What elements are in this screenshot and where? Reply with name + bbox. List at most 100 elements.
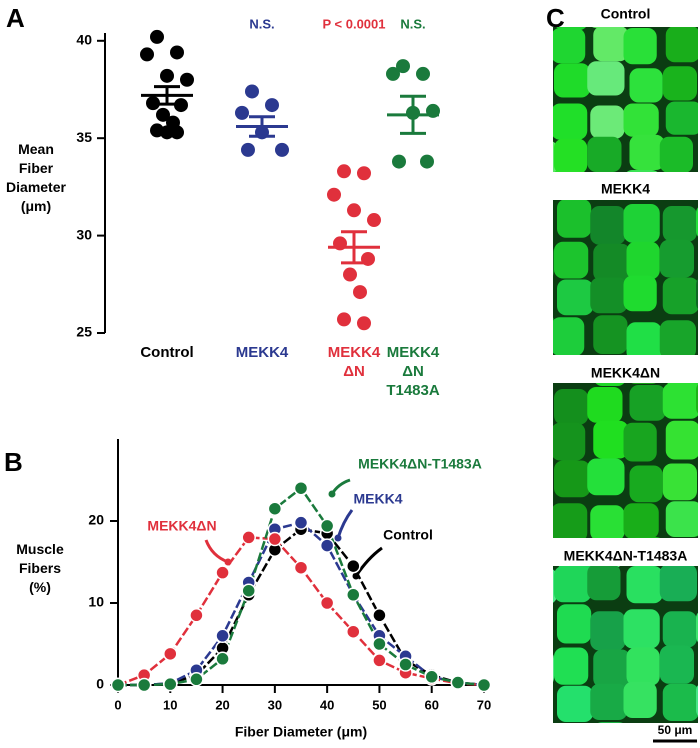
data-point <box>170 45 184 60</box>
series-line <box>118 521 485 687</box>
fiber <box>521 543 558 581</box>
fiber <box>696 278 698 309</box>
fiber <box>518 344 554 381</box>
y-tick-label: 30 <box>76 226 92 242</box>
fiber <box>587 387 623 423</box>
data-point <box>215 565 230 580</box>
data-point <box>215 628 230 644</box>
data-point <box>386 66 400 81</box>
fiber <box>553 317 556 351</box>
label-arrow <box>336 509 354 539</box>
x-tick-label: 50 <box>372 697 386 712</box>
category-label: MEKK4 ΔN T1483A <box>386 344 440 399</box>
data-point <box>347 203 361 218</box>
fiber <box>593 243 631 282</box>
fiber <box>557 200 592 238</box>
panel-label: B <box>4 447 23 477</box>
data-point <box>424 669 439 685</box>
fiber <box>623 609 660 649</box>
fiber <box>696 384 698 414</box>
data-point <box>293 560 309 575</box>
fiber <box>518 530 552 567</box>
fiber <box>623 422 657 462</box>
fiber <box>696 612 698 643</box>
fiber <box>518 30 551 65</box>
fiber <box>515 606 548 645</box>
fiber <box>518 505 553 544</box>
scale-bar-label: 50 μm <box>658 723 693 737</box>
data-point <box>275 142 289 157</box>
fiber <box>553 141 558 172</box>
fiber <box>518 106 553 142</box>
fiber <box>590 611 626 651</box>
category-label: Control <box>140 344 194 361</box>
fiber <box>590 505 625 538</box>
fiber <box>515 459 548 495</box>
data-point <box>372 608 387 623</box>
fiber <box>554 647 589 685</box>
y-axis-label: Muscle Fibers (%) <box>16 541 64 595</box>
category-label: MEKK4 ΔN <box>327 344 381 380</box>
data-point <box>396 59 410 74</box>
panel-label: C <box>546 3 565 33</box>
fiber <box>515 353 552 390</box>
data-point <box>110 677 126 693</box>
fiber <box>659 136 693 172</box>
series-label: Control <box>383 527 433 543</box>
fiber <box>554 170 581 172</box>
fiber <box>515 201 548 240</box>
fiber <box>623 28 657 65</box>
data-point <box>357 316 371 331</box>
fiber <box>593 420 629 459</box>
data-point <box>265 98 279 113</box>
fiber <box>662 277 698 315</box>
data-point <box>357 166 371 181</box>
fiber <box>557 685 594 722</box>
data-point <box>398 657 413 672</box>
fiber <box>553 28 586 64</box>
data-point <box>420 154 434 169</box>
data-point <box>319 538 335 553</box>
fiber <box>623 204 660 243</box>
panel-label: A <box>6 3 25 33</box>
data-point <box>189 672 204 687</box>
significance-label: N.S. <box>249 16 274 31</box>
fiber <box>663 0 700 24</box>
image-label: MEKK4 <box>601 181 650 197</box>
fiber <box>554 566 592 603</box>
fiber <box>518 425 551 463</box>
fiber <box>557 604 592 644</box>
data-point <box>215 651 230 667</box>
fiber <box>627 729 662 748</box>
y-tick-label: 40 <box>76 31 92 47</box>
data-point <box>136 677 152 693</box>
data-point <box>293 480 309 496</box>
fiber <box>696 0 700 22</box>
x-axis-label: Fiber Diameter (μm) <box>235 724 367 740</box>
fiber <box>662 611 697 648</box>
significance-label: P < 0.0001 <box>322 16 385 31</box>
data-point <box>241 530 256 545</box>
fiber <box>665 420 698 460</box>
data-point <box>156 107 170 122</box>
data-point <box>163 676 178 692</box>
category-label: MEKK4 <box>235 344 289 361</box>
fiber <box>551 724 584 748</box>
fiber <box>518 172 555 205</box>
x-tick-label: 0 <box>114 697 121 712</box>
fiber <box>593 649 631 688</box>
data-point <box>346 558 361 574</box>
x-tick-label: 60 <box>424 697 438 712</box>
y-axis-label: Mean Fiber Diameter (μm) <box>6 141 66 214</box>
image-label: MEKK4ΔN <box>591 365 660 381</box>
series-label: MEKK4ΔN-T1483A <box>358 456 482 472</box>
data-point <box>367 213 381 228</box>
significance-label: N.S. <box>400 16 425 31</box>
fiber <box>665 501 698 537</box>
fiber <box>662 383 698 419</box>
data-point <box>267 531 283 547</box>
arrow-head <box>328 490 336 498</box>
arrow-head <box>224 558 232 566</box>
series-label: MEKK4ΔN <box>147 518 216 534</box>
